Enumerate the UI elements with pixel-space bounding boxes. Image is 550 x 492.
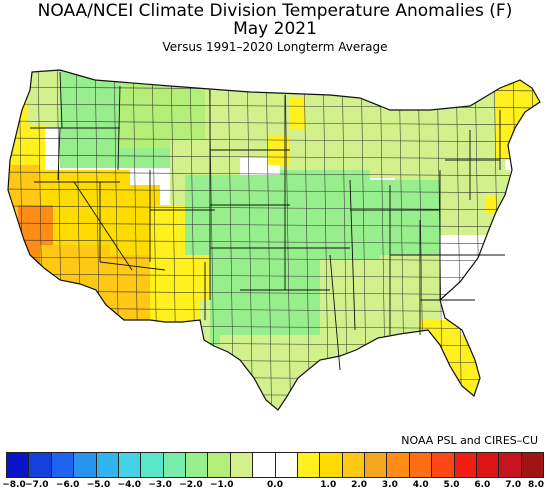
baseline-label: Versus 1991–2020 Longterm Average (162, 40, 388, 54)
color-scale-tick-label: −3.0 (148, 480, 172, 490)
color-scale-swatch (454, 453, 477, 477)
color-scale-swatch (163, 453, 186, 477)
color-scale-labels: −8.0 −7.0 −6.0 −5.0 −4.0 −3.0 −2.0 −1.0 0.0 1.0 2.… (2, 480, 544, 492)
region-upper-michigan (290, 98, 306, 130)
color-scale-tick-label: −5.0 (86, 480, 111, 490)
color-scale-swatch (432, 453, 455, 477)
us-climate-division-map (0, 58, 550, 438)
color-scale-swatch (141, 453, 164, 477)
color-scale-tick-label: −4.0 (117, 480, 142, 490)
color-scale-swatch (118, 453, 142, 477)
color-scale-swatch (387, 453, 410, 477)
color-scale-swatch (342, 453, 365, 477)
color-scale-swatch (74, 453, 97, 477)
color-scale-swatch (208, 453, 231, 477)
color-scale-swatch (29, 453, 52, 477)
color-scale-swatch (230, 453, 254, 477)
region-ohio-valley (345, 180, 445, 260)
credit-label: NOAA PSL and CIRES–CU (401, 434, 538, 447)
color-scale-tick-label: 5.0 (443, 480, 460, 490)
color-scale-tick-label: −6.0 (55, 480, 80, 490)
color-scale-tick-label: 4.0 (412, 480, 429, 490)
color-scale-tick-label: 1.0 (320, 480, 337, 490)
color-scale-tick-label: 3.0 (381, 480, 398, 490)
color-scale-swatch (7, 453, 30, 477)
color-scale-swatch (521, 453, 543, 477)
state-boundaries (30, 71, 505, 371)
color-scale-swatch (409, 453, 433, 477)
color-scale-tick-label: −1.0 (210, 480, 234, 490)
color-scale-bar (6, 452, 544, 478)
map-subtitle: May 2021 (233, 19, 317, 39)
color-scale-swatch (275, 453, 298, 477)
color-scale-tick-label: −7.0 (25, 480, 49, 490)
color-scale-tick-label: 2.0 (351, 480, 368, 490)
color-scale-tick-label: −8.0 (2, 480, 26, 490)
color-scale-swatch (186, 453, 209, 477)
color-scale-tick-label: 0.0 (267, 480, 283, 490)
region-delaware (486, 195, 498, 213)
color-scale-swatch (96, 453, 119, 477)
color-scale-tick-label: 8.0 (528, 480, 544, 490)
color-scale-tick-label: 7.0 (505, 480, 522, 490)
color-scale-swatch (365, 453, 388, 477)
color-scale-swatch (253, 453, 276, 477)
color-scale-swatch (51, 453, 75, 477)
color-scale-swatch (499, 453, 522, 477)
color-scale-swatch (476, 453, 500, 477)
map-title: NOAA/NCEI Climate Division Temperature A… (37, 1, 513, 21)
color-scale-swatch (320, 453, 343, 477)
color-scale-swatch (297, 453, 321, 477)
color-scale-tick-label: 6.0 (474, 480, 491, 490)
color-scale-tick-label: −2.0 (179, 480, 203, 490)
